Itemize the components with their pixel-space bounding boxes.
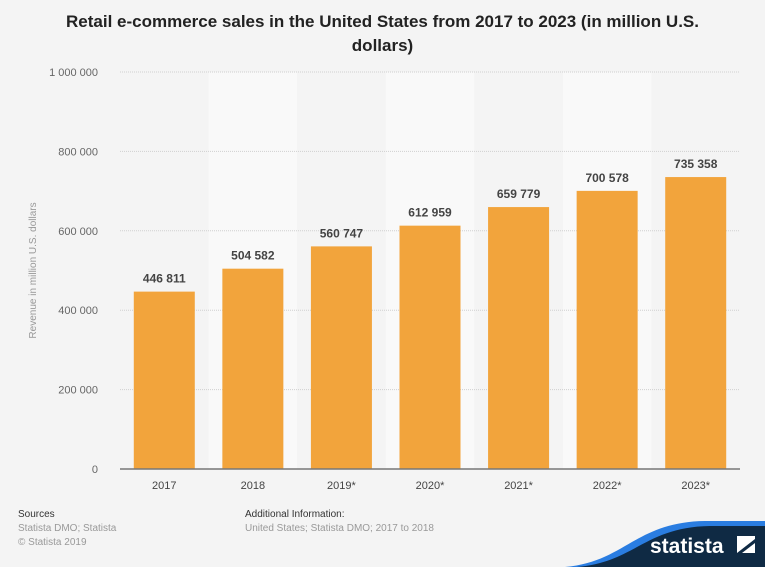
sources-block: Sources Statista DMO; Statista © Statist… (18, 508, 116, 550)
bar (310, 246, 372, 469)
bar (399, 225, 461, 469)
data-label: 735 358 (674, 157, 718, 171)
x-tick-label: 2020* (416, 480, 445, 492)
bar (488, 207, 550, 469)
data-label: 504 582 (231, 249, 275, 263)
copyright: © Statista 2019 (18, 537, 87, 548)
y-tick-label: 400 000 (58, 305, 98, 317)
bar (665, 177, 727, 470)
statista-logo[interactable]: statista (565, 517, 765, 567)
y-tick-label: 800 000 (58, 146, 98, 158)
x-tick-label: 2017 (152, 480, 176, 492)
bar (576, 190, 638, 469)
y-axis-label: Revenue in million U.S. dollars (28, 202, 39, 338)
additional-info-text: United States; Statista DMO; 2017 to 201… (245, 523, 434, 534)
y-tick-label: 200 000 (58, 385, 98, 397)
x-tick-label: 2019* (327, 480, 356, 492)
bar-chart: 0 200 000 400 000 600 000 800 000 1 000 000 44… (28, 67, 740, 492)
sources-line: Statista DMO; Statista (18, 523, 117, 534)
x-tick-label: 2021* (504, 480, 533, 492)
x-tick-label: 2023* (681, 480, 710, 492)
x-tick-label: 2022* (593, 480, 622, 492)
logo-mark-icon (737, 536, 755, 553)
chart-title: Retail e-commerce sales in the United St… (66, 12, 699, 55)
data-label: 446 811 (143, 272, 186, 286)
y-tick-label: 1 000 000 (49, 67, 98, 79)
data-label: 612 959 (408, 206, 452, 220)
x-tick-label: 2018 (241, 480, 265, 492)
bar (222, 268, 284, 469)
y-tick-label: 600 000 (58, 226, 98, 238)
data-label: 560 747 (320, 226, 364, 240)
logo-text: statista (650, 535, 724, 558)
additional-info-block: Additional Information: United States; S… (245, 508, 434, 536)
data-label: 659 779 (497, 187, 541, 201)
y-tick-label: 0 (92, 464, 98, 476)
additional-info-heading: Additional Information: (245, 509, 345, 520)
data-label: 700 578 (585, 171, 629, 185)
sources-heading: Sources (18, 509, 55, 520)
bar (133, 291, 195, 469)
